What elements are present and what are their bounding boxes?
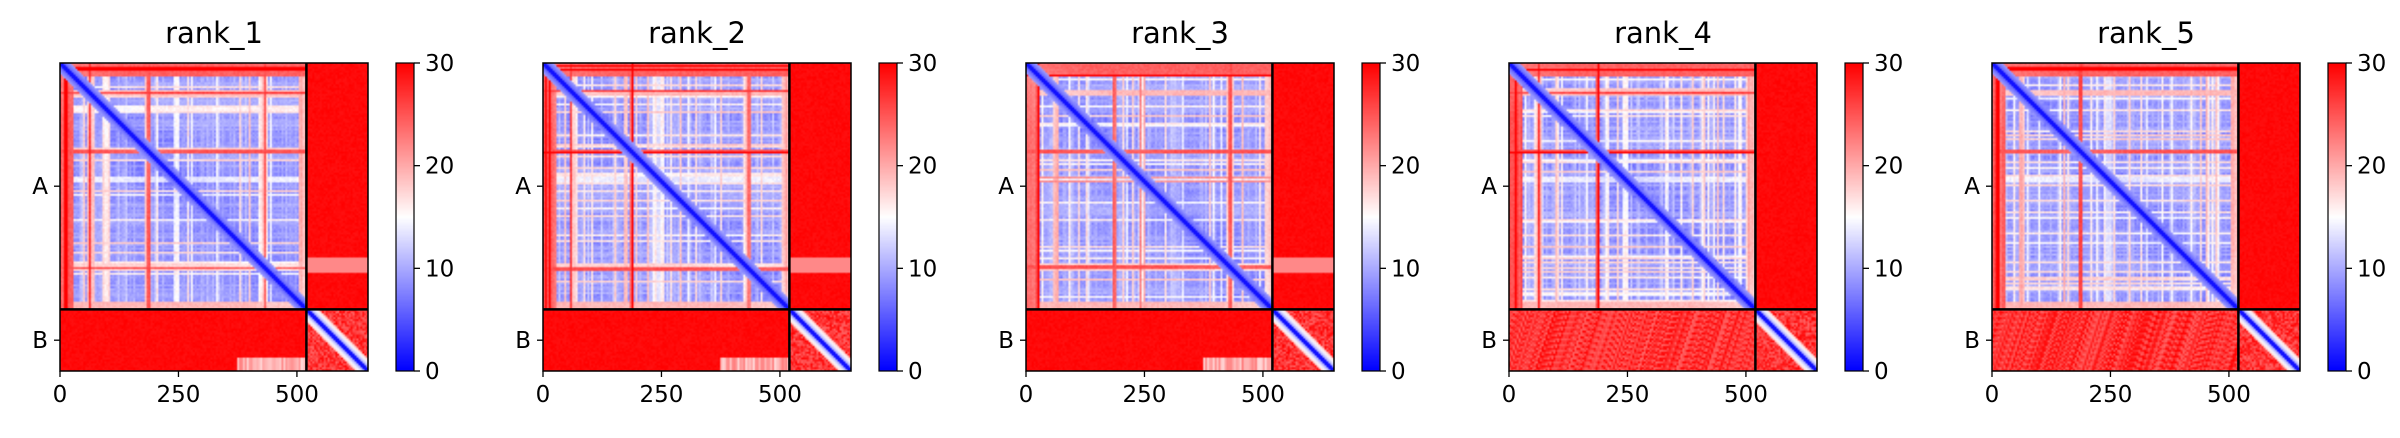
chain-label: B — [32, 328, 48, 354]
axes-frame — [1991, 62, 2301, 372]
chain-label: A — [1964, 174, 1980, 200]
heatmap-image — [543, 63, 851, 371]
panel-rank_3: rank_3 0 250 500 A B 0 10 20 30 — [998, 16, 1420, 408]
x-tick-label: 500 — [2207, 382, 2251, 408]
colorbar-tick-label: 10 — [908, 256, 937, 282]
colorbar-tick-label: 10 — [425, 256, 454, 282]
colorbar-frame — [395, 62, 415, 372]
colorbar-tick-label: 20 — [908, 154, 937, 180]
x-tick-label: 0 — [1985, 382, 2000, 408]
colorbar — [879, 63, 897, 371]
x-tick-label: 500 — [758, 382, 802, 408]
colorbar-tick-label: 20 — [425, 154, 454, 180]
colorbar-tick-label: 30 — [908, 51, 937, 77]
axes-frame — [1025, 62, 1335, 372]
colorbar-frame — [1361, 62, 1381, 372]
colorbar-frame — [878, 62, 898, 372]
colorbar-tick-label: 0 — [2357, 359, 2372, 385]
x-tick-label: 250 — [1606, 382, 1650, 408]
colorbar — [2328, 63, 2346, 371]
panel-rank_1: rank_1 0 250 500 A B 0 10 20 30 — [32, 16, 454, 408]
x-tick-label: 0 — [53, 382, 68, 408]
panel-rank_2: rank_2 0 250 500 A B 0 10 20 30 — [515, 16, 937, 408]
colorbar-frame — [2327, 62, 2347, 372]
panel-title: rank_5 — [2097, 16, 2195, 50]
colorbar-tick-label: 0 — [908, 359, 923, 385]
colorbar-frame — [1844, 62, 1864, 372]
x-tick-label: 250 — [2089, 382, 2133, 408]
colorbar-tick-label: 20 — [1391, 154, 1420, 180]
colorbar-tick-label: 30 — [425, 51, 454, 77]
colorbar-tick-label: 20 — [2357, 154, 2386, 180]
colorbar — [1845, 63, 1863, 371]
colorbar-tick-label: 30 — [2357, 51, 2386, 77]
chain-label: A — [32, 174, 48, 200]
x-tick-label: 250 — [640, 382, 684, 408]
colorbar-tick-label: 0 — [425, 359, 440, 385]
axes-frame — [1508, 62, 1818, 372]
chain-label: B — [515, 328, 531, 354]
colorbar — [396, 63, 414, 371]
heatmap-image — [60, 63, 368, 371]
x-tick-label: 250 — [157, 382, 201, 408]
colorbar-tick-label: 10 — [1874, 256, 1903, 282]
x-tick-label: 250 — [1123, 382, 1167, 408]
panel-title: rank_4 — [1614, 16, 1712, 50]
x-tick-label: 0 — [536, 382, 551, 408]
colorbar-tick-label: 30 — [1874, 51, 1903, 77]
colorbar-tick-label: 0 — [1391, 359, 1406, 385]
axes-frame — [59, 62, 369, 372]
colorbar-tick-label: 20 — [1874, 154, 1903, 180]
x-tick-label: 500 — [1241, 382, 1285, 408]
x-tick-label: 500 — [1724, 382, 1768, 408]
panel-rank_5: rank_5 0 250 500 A B 0 10 20 30 — [1964, 16, 2386, 408]
colorbar-tick-label: 30 — [1391, 51, 1420, 77]
panel-title: rank_2 — [648, 16, 746, 50]
chain-label: B — [1481, 328, 1497, 354]
chain-label: B — [998, 328, 1014, 354]
colorbar — [1362, 63, 1380, 371]
axes-frame — [542, 62, 852, 372]
heatmap-image — [1509, 63, 1817, 371]
chain-label: A — [998, 174, 1014, 200]
chain-label: A — [1481, 174, 1497, 200]
x-tick-label: 500 — [275, 382, 319, 408]
colorbar-tick-label: 0 — [1874, 359, 1889, 385]
heatmap-image — [1992, 63, 2300, 371]
x-tick-label: 0 — [1019, 382, 1034, 408]
chain-label: B — [1964, 328, 1980, 354]
panel-title: rank_3 — [1131, 16, 1229, 50]
x-tick-label: 0 — [1502, 382, 1517, 408]
chain-label: A — [515, 174, 531, 200]
heatmap-image — [1026, 63, 1334, 371]
panel-rank_4: rank_4 0 250 500 A B 0 10 20 30 — [1481, 16, 1903, 408]
colorbar-tick-label: 10 — [1391, 256, 1420, 282]
panel-title: rank_1 — [165, 16, 263, 50]
colorbar-tick-label: 10 — [2357, 256, 2386, 282]
